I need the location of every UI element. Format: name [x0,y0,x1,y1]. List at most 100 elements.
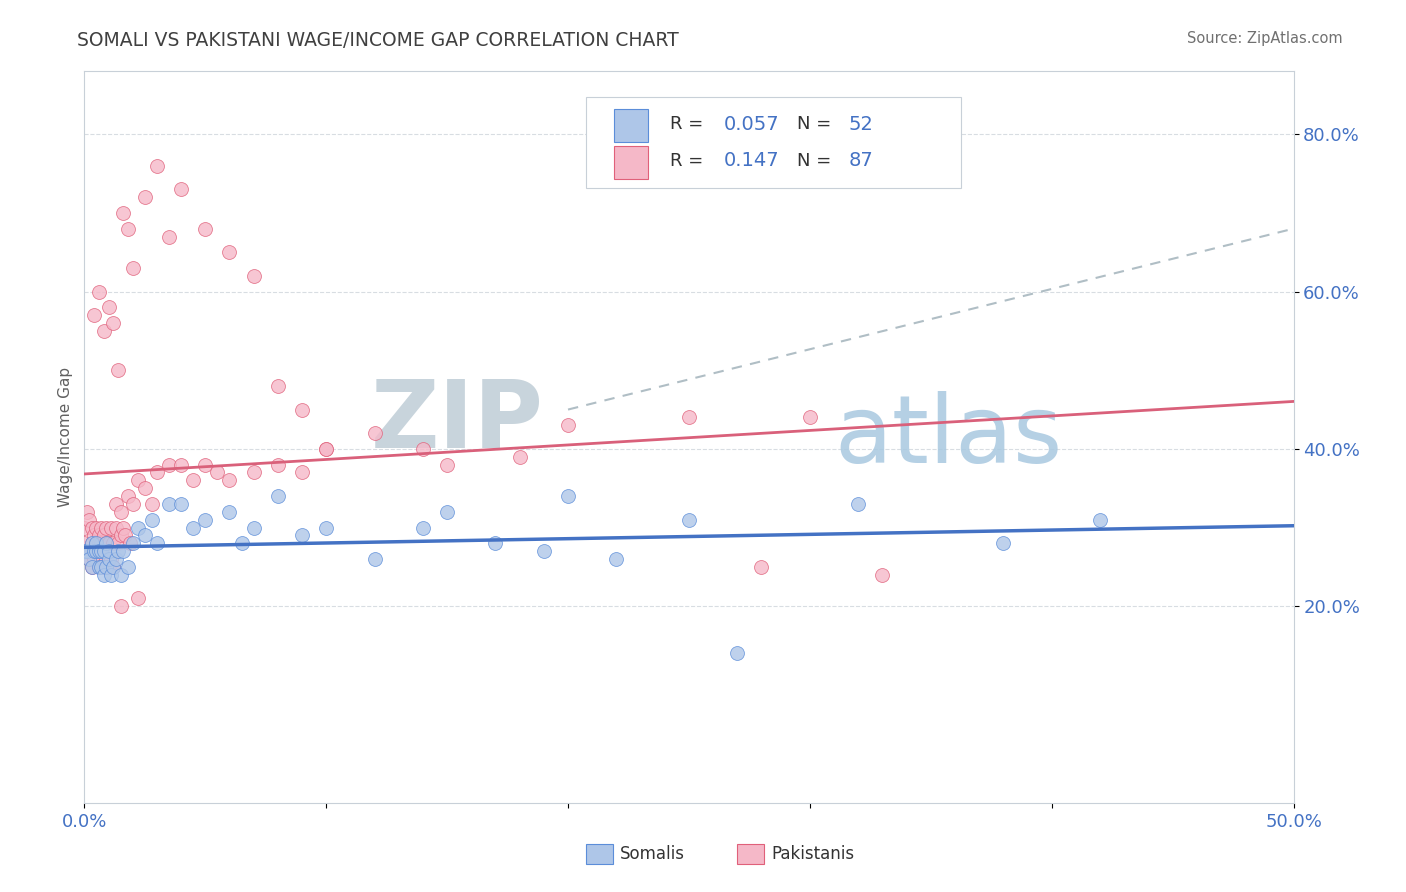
Y-axis label: Wage/Income Gap: Wage/Income Gap [58,367,73,508]
Text: Pakistanis: Pakistanis [770,845,855,863]
Point [104,552,127,566]
Point [93,324,115,338]
Point [242,466,264,480]
Point [97,301,120,315]
Point [77,552,100,566]
Point [80,520,103,534]
Point [110,528,132,542]
Point [114,528,136,542]
Point [127,520,149,534]
Text: R =: R = [669,152,714,169]
Point [97,536,120,550]
Point [94,536,117,550]
Point [83,308,105,322]
Point [93,528,115,542]
Point [146,466,169,480]
Point [993,536,1015,550]
Point [291,402,314,417]
Point [315,442,337,456]
FancyBboxPatch shape [586,844,613,864]
Point [146,536,169,550]
Point [134,190,156,204]
Point [846,497,869,511]
Point [134,481,156,495]
Point [73,536,96,550]
Point [73,520,96,534]
Point [86,520,108,534]
Point [363,552,385,566]
Text: R =: R = [669,115,709,133]
Point [90,552,112,566]
Point [87,544,110,558]
Point [157,497,180,511]
Point [97,552,120,566]
Point [100,552,122,566]
Text: 52: 52 [849,114,873,134]
Point [267,489,290,503]
Point [678,410,700,425]
Point [94,552,117,566]
Point [83,544,105,558]
Point [77,513,100,527]
Point [207,466,229,480]
Point [86,544,108,558]
Point [93,544,115,558]
Point [112,544,135,558]
Point [73,544,96,558]
Point [127,473,149,487]
Text: N =: N = [797,152,837,169]
Point [110,505,132,519]
Point [117,221,139,235]
Point [267,458,290,472]
Point [83,552,105,566]
Point [141,497,163,511]
Point [110,567,132,582]
Point [103,316,125,330]
Text: 87: 87 [849,151,873,170]
Text: ZIP: ZIP [371,376,544,468]
Point [533,544,555,558]
Point [107,536,129,550]
Point [83,544,105,558]
Point [218,505,240,519]
Point [93,567,115,582]
Point [100,567,122,582]
Point [1088,513,1111,527]
Point [117,559,139,574]
Point [412,520,434,534]
Text: Source: ZipAtlas.com: Source: ZipAtlas.com [1187,31,1343,46]
Point [77,552,100,566]
Point [90,520,112,534]
Point [557,489,579,503]
Point [146,159,169,173]
Point [117,489,139,503]
Point [291,528,314,542]
Point [86,544,108,558]
Point [87,559,110,574]
Text: atlas: atlas [834,391,1063,483]
Point [103,536,125,550]
FancyBboxPatch shape [586,97,962,188]
Point [86,536,108,550]
Point [93,544,115,558]
Point [412,442,434,456]
Point [509,450,531,464]
Point [80,536,103,550]
Point [76,544,98,558]
Point [112,520,135,534]
Point [127,591,149,606]
Text: Somalis: Somalis [620,845,685,863]
Point [170,497,193,511]
Point [94,520,117,534]
Point [90,544,112,558]
Point [86,536,108,550]
Text: N =: N = [797,115,837,133]
Point [242,268,264,283]
Point [104,497,127,511]
Point [107,363,129,377]
FancyBboxPatch shape [614,146,648,179]
Point [93,559,115,574]
Point [157,458,180,472]
Point [181,520,204,534]
Point [104,520,127,534]
